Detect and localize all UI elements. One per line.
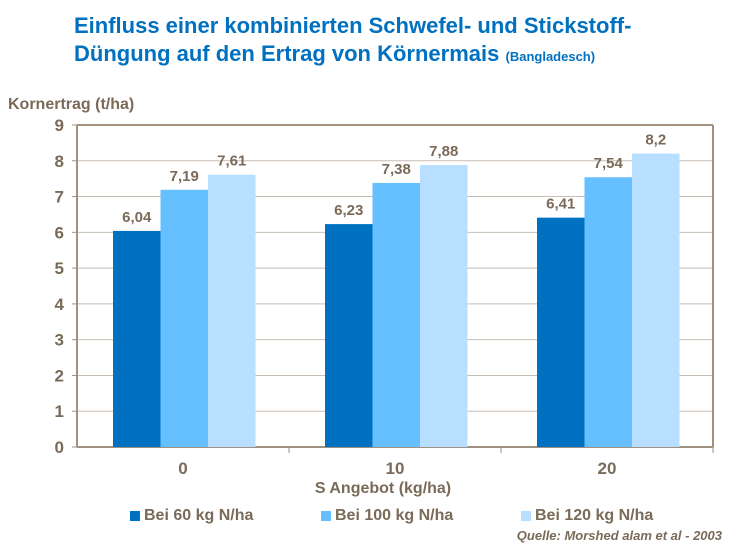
data-label: 7,19 bbox=[170, 168, 199, 185]
y-tick-label: 5 bbox=[55, 259, 64, 278]
bar bbox=[113, 230, 161, 447]
data-label: 7,61 bbox=[217, 153, 246, 170]
title-text: Einfluss einer kombinierten Schwefel- un… bbox=[74, 13, 632, 66]
data-label: 7,54 bbox=[594, 155, 624, 172]
legend-item-60: Bei 60 kg N/ha bbox=[130, 507, 253, 525]
legend-swatch bbox=[521, 511, 531, 521]
bar bbox=[325, 224, 373, 447]
source-note: Quelle: Morshed alam et al - 2003 bbox=[516, 528, 722, 543]
x-axis-label: S Angebot (kg/ha) bbox=[315, 480, 451, 497]
y-tick-label: 9 bbox=[55, 116, 64, 135]
y-tick-label: 1 bbox=[55, 402, 64, 421]
bar bbox=[584, 177, 632, 448]
legend-swatch bbox=[130, 511, 140, 521]
data-label: 8,2 bbox=[645, 132, 666, 149]
data-label: 6,41 bbox=[546, 196, 575, 213]
bar bbox=[372, 182, 420, 447]
bar bbox=[208, 174, 256, 447]
data-label: 6,23 bbox=[334, 202, 363, 219]
chart-title: Einfluss einer kombinierten Schwefel- un… bbox=[74, 12, 724, 71]
x-tick-label: 10 bbox=[386, 459, 405, 478]
data-label: 7,38 bbox=[382, 161, 411, 178]
y-axis-label: Kornertrag (t/ha) bbox=[8, 96, 134, 113]
bar bbox=[160, 189, 208, 447]
y-tick-label: 8 bbox=[55, 152, 64, 171]
x-tick-label: 20 bbox=[598, 459, 617, 478]
bar bbox=[537, 217, 585, 447]
legend-label: Bei 120 kg N/ha bbox=[535, 507, 654, 524]
y-tick-label: 4 bbox=[55, 295, 65, 314]
legend-label: Bei 60 kg N/ha bbox=[144, 507, 254, 524]
legend-item-100: Bei 100 kg N/ha bbox=[321, 507, 453, 525]
y-tick-label: 2 bbox=[55, 366, 64, 385]
data-label: 6,04 bbox=[122, 209, 152, 226]
bar bbox=[632, 153, 680, 447]
data-label: 7,88 bbox=[429, 143, 458, 160]
legend-swatch bbox=[321, 511, 331, 521]
subtitle: (Bangladesch) bbox=[505, 49, 596, 64]
y-tick-label: 6 bbox=[55, 223, 64, 242]
bar bbox=[420, 165, 468, 447]
legend-item-120: Bei 120 kg N/ha bbox=[521, 507, 653, 525]
legend-label: Bei 100 kg N/ha bbox=[335, 507, 454, 524]
y-tick-label: 0 bbox=[55, 438, 64, 457]
y-tick-label: 7 bbox=[55, 188, 64, 207]
y-tick-label: 3 bbox=[55, 331, 64, 350]
x-tick-label: 0 bbox=[178, 459, 187, 478]
